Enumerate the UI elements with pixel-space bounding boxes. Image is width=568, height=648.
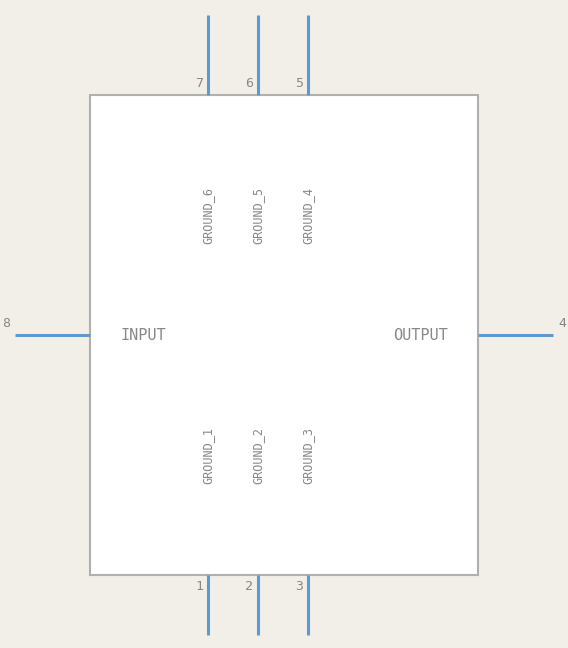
Text: 6: 6 bbox=[245, 77, 253, 90]
Text: 3: 3 bbox=[295, 580, 303, 593]
Text: GROUND_3: GROUND_3 bbox=[302, 426, 315, 483]
Text: 7: 7 bbox=[195, 77, 203, 90]
Bar bbox=[90, 95, 478, 575]
Text: 8: 8 bbox=[2, 317, 10, 330]
Text: 5: 5 bbox=[295, 77, 303, 90]
Text: GROUND_1: GROUND_1 bbox=[202, 426, 215, 483]
Text: 4: 4 bbox=[558, 317, 566, 330]
Text: GROUND_5: GROUND_5 bbox=[252, 187, 265, 244]
Text: GROUND_6: GROUND_6 bbox=[202, 187, 215, 244]
Text: OUTPUT: OUTPUT bbox=[393, 327, 448, 343]
Text: 2: 2 bbox=[245, 580, 253, 593]
Text: GROUND_4: GROUND_4 bbox=[302, 187, 315, 244]
Text: GROUND_2: GROUND_2 bbox=[252, 426, 265, 483]
Text: 1: 1 bbox=[195, 580, 203, 593]
Text: INPUT: INPUT bbox=[120, 327, 166, 343]
